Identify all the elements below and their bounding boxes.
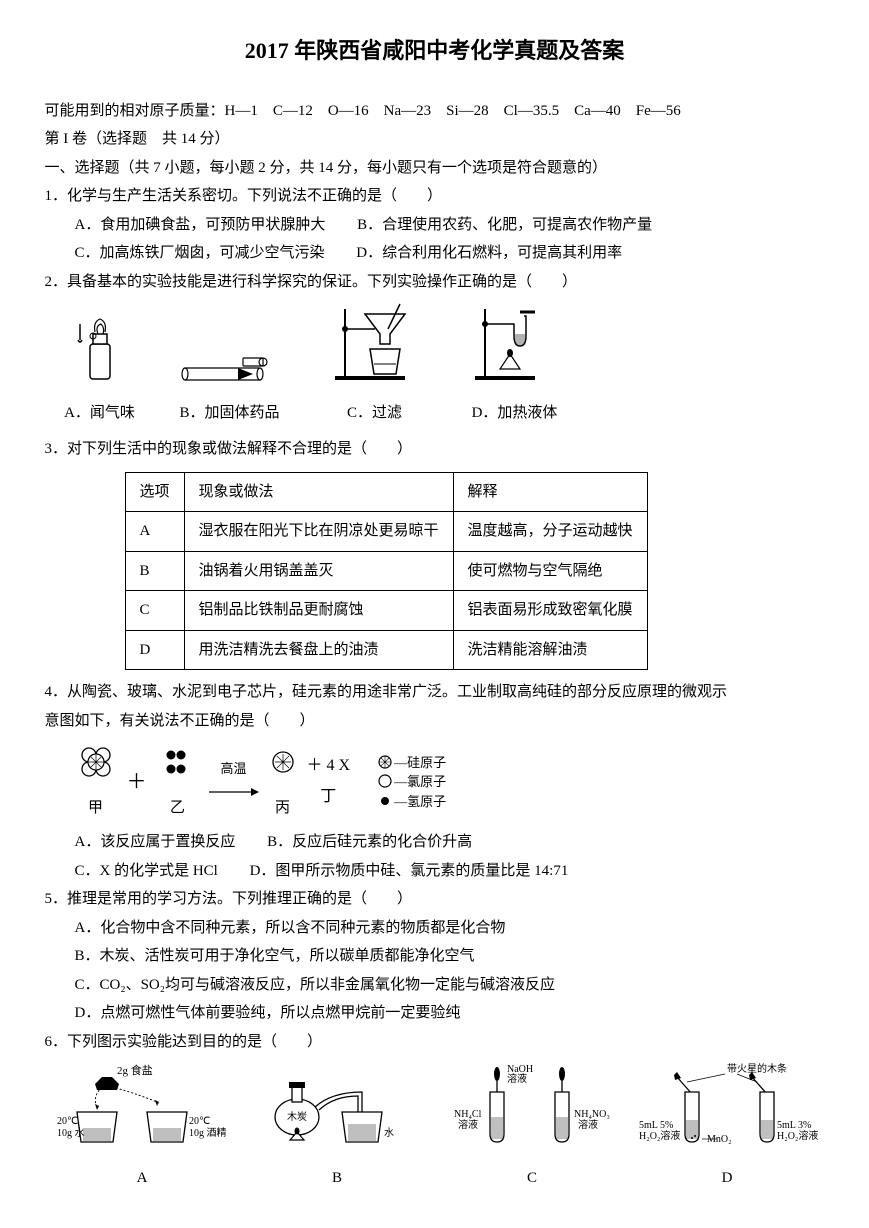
q4-stem-2: 意图如下，有关说法不正确的是（ ）: [45, 707, 825, 736]
q2-fig-a-icon: [75, 314, 125, 384]
q5-opt-b: B．木炭、活性炭可用于净化空气，所以碳单质都能净化空气: [75, 942, 825, 971]
q1-opt-d: D．综合利用化石燃料，可提高其利用率: [356, 245, 622, 261]
q5-opt-d: D．点燃可燃性气体前要验纯，所以点燃甲烷前一定要验纯: [75, 999, 825, 1028]
q2-cap-d: D．加热液体: [445, 399, 585, 428]
svg-text:带火星的木条: 带火星的木条: [727, 1062, 787, 1075]
q4-stem-1: 4．从陶瓷、玻璃、水泥到电子芯片，硅元素的用途非常广泛。工业制取高纯硅的部分反应…: [45, 678, 825, 707]
table-row: D用洗洁精洗去餐盘上的油渍洗洁精能溶解油渍: [125, 630, 647, 670]
q2-stem: 2．具备基本的实验技能是进行科学探究的保证。下列实验操作正确的是（ ）: [45, 268, 825, 297]
q2-fig-d-icon: [470, 304, 560, 384]
svg-text:10g 酒精: 10g 酒精: [189, 1126, 227, 1139]
q6-fig-c-icon: NaOH 溶液 NH₄Cl 溶液 NH₄NO₃ 溶液: [452, 1062, 612, 1152]
atomic-masses: 可能用到的相对原子质量：H—1 C—12 O—16 Na—23 Si—28 Cl…: [45, 97, 825, 126]
svg-text:5mL 5%: 5mL 5%: [639, 1120, 673, 1131]
q4-diagram: 甲 ＋ 乙 高温 丙 ＋ 4 X 丁 —硅原子 —氯原子 —氢原子: [45, 741, 825, 822]
q3-th-2: 解释: [453, 472, 647, 512]
q3-table: 选项 现象或做法 解释 A湿衣服在阳光下比在阴凉处更易晾干温度越高，分子运动越快…: [125, 472, 648, 671]
svg-text:H₂O₂溶液: H₂O₂溶液: [639, 1129, 680, 1142]
q6-cap-b: B: [240, 1164, 435, 1193]
q1-opt-c: C．加高炼铁厂烟囱，可减少空气污染: [75, 245, 325, 261]
table-row: C铝制品比铁制品更耐腐蚀铝表面易形成致密氧化膜: [125, 591, 647, 631]
q6-fig-a-icon: 2g 食盐 20℃ 10g 水 20℃ 10g 酒精: [57, 1062, 227, 1152]
svg-text:水: 水: [384, 1127, 394, 1139]
q4-opt-d: D．图甲所示物质中硅、氯元素的质量比是 14:71: [250, 863, 569, 879]
q2-cap-b: B．加固体药品: [155, 399, 305, 428]
table-row: A湿衣服在阳光下比在阴凉处更易晾干温度越高，分子运动越快: [125, 512, 647, 552]
q2-fig-b-icon: [175, 344, 285, 384]
q2-figures: A．闻气味 B．加固体药品 C．过滤: [45, 304, 825, 427]
q2-fig-c-icon: [330, 304, 420, 384]
q6-stem: 6．下列图示实验能达到目的的是（ ）: [45, 1028, 825, 1057]
q1-stem: 1．化学与生产生活关系密切。下列说法不正确的是（ ）: [45, 182, 825, 211]
svg-text:5mL 3%: 5mL 3%: [777, 1120, 811, 1131]
q3-th-1: 现象或做法: [184, 472, 453, 512]
part-label: 第 I 卷（选择题 共 14 分）: [45, 125, 825, 154]
q1-opt-a: A．食用加碘食盐，可预防甲状腺肿大: [75, 217, 326, 233]
q2-cap-a: A．闻气味: [45, 399, 155, 428]
q5-opt-a: A．化合物中含不同种元素，所以含不同种元素的物质都是化合物: [75, 914, 825, 943]
q4-opt-b: B．反应后硅元素的化合价升高: [267, 834, 472, 850]
svg-text:20℃: 20℃: [189, 1116, 210, 1127]
q6-fig-b-icon: 木炭 水: [262, 1062, 412, 1152]
q3-th-0: 选项: [125, 472, 184, 512]
q4-opt-a: A．该反应属于置换反应: [75, 834, 236, 850]
svg-text:10g 水: 10g 水: [57, 1127, 85, 1139]
q6-fig-d-icon: 带火星的木条 5mL 5% H₂O₂溶液 MnO₂ 5mL 3% H₂O₂溶液: [637, 1062, 817, 1152]
q4-opt-c: C．X 的化学式是 HCl: [75, 863, 218, 879]
svg-text:NH₄Cl: NH₄Cl: [454, 1109, 482, 1120]
section-instructions: 一、选择题（共 7 小题，每小题 2 分，共 14 分，每小题只有一个选项是符合…: [45, 154, 825, 183]
q1-opt-b: B．合理使用农药、化肥，可提高农作物产量: [357, 217, 652, 233]
q2-cap-c: C．过滤: [305, 399, 445, 428]
svg-text:木炭: 木炭: [287, 1111, 307, 1123]
q5-stem: 5．推理是常用的学习方法。下列推理正确的是（ ）: [45, 885, 825, 914]
q6-cap-c: C: [435, 1164, 630, 1193]
page-title: 2017 年陕西省咸阳中考化学真题及答案: [45, 30, 825, 72]
svg-text:2g 食盐: 2g 食盐: [117, 1063, 153, 1077]
svg-text:溶液: 溶液: [458, 1118, 478, 1131]
svg-text:H₂O₂溶液: H₂O₂溶液: [777, 1129, 818, 1142]
q6-figures: 2g 食盐 20℃ 10g 水 20℃ 10g 酒精 A 木炭: [45, 1062, 825, 1192]
q3-stem: 3．对下列生活中的现象或做法解释不合理的是（ ）: [45, 435, 825, 464]
q6-cap-a: A: [45, 1164, 240, 1193]
svg-text:20℃: 20℃: [57, 1116, 78, 1127]
svg-text:溶液: 溶液: [578, 1118, 598, 1131]
q5-opt-c: C．CO₂、SO₂均可与碱溶液反应，所以非金属氧化物一定能与碱溶液反应: [75, 971, 825, 1000]
svg-text:溶液: 溶液: [507, 1072, 527, 1085]
svg-text:MnO₂: MnO₂: [707, 1134, 732, 1145]
svg-text:NH₄NO₃: NH₄NO₃: [574, 1109, 610, 1120]
table-row: B油锅着火用锅盖盖灭使可燃物与空气隔绝: [125, 551, 647, 591]
q6-cap-d: D: [630, 1164, 825, 1193]
